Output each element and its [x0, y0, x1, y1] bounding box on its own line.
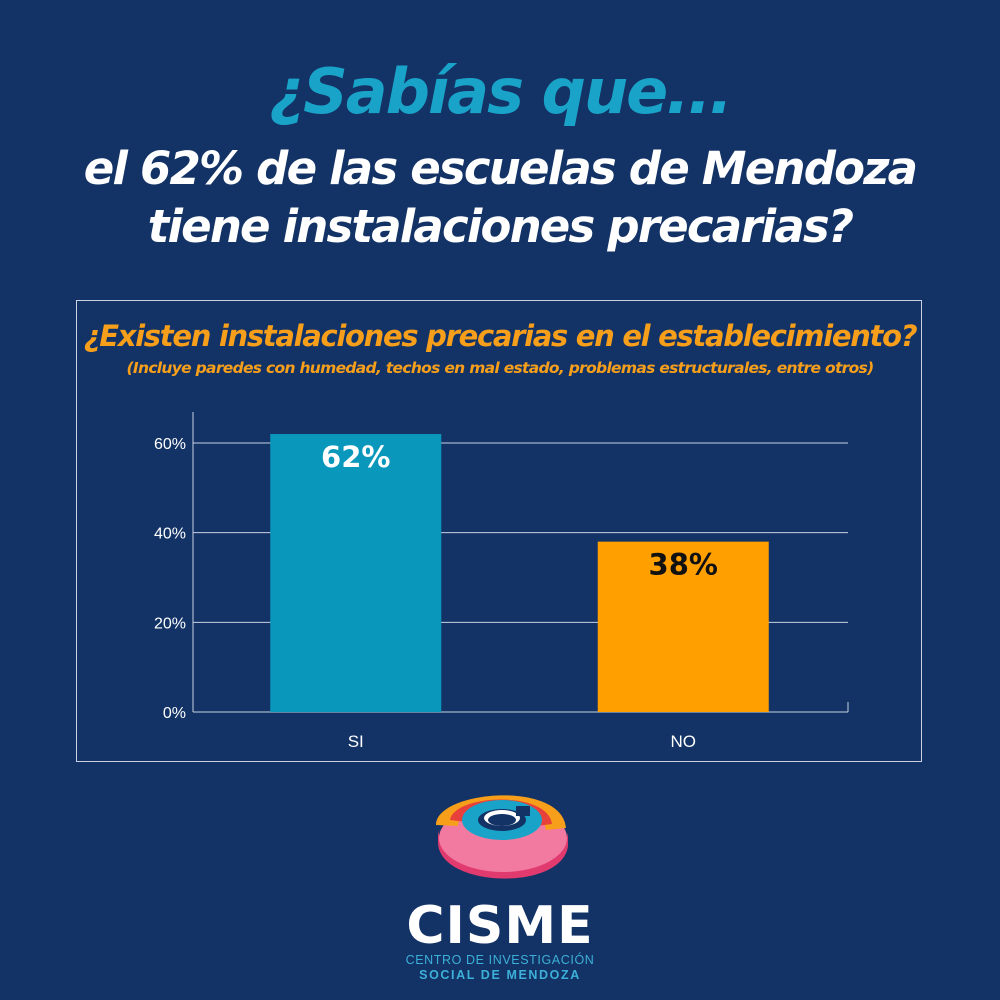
- headline-question: ¿Sabías que...: [269, 55, 733, 128]
- headline-line-2: tiene instalaciones precarias?: [147, 200, 854, 253]
- data-label: 62%: [321, 440, 390, 474]
- cisme-logo: [420, 780, 580, 890]
- y-tick-label: 40%: [154, 526, 186, 543]
- chart-subtitle: (Incluye paredes con humedad, techos en …: [126, 359, 875, 377]
- bar-si: [270, 434, 442, 712]
- chart-panel: [76, 300, 922, 762]
- y-tick-label: 0%: [163, 705, 186, 722]
- headline-statement: el 62% de las escuelas de Mendoza tiene …: [0, 140, 1000, 256]
- x-tick-label: SI: [348, 732, 364, 751]
- logo-tagline-1: CENTRO DE INVESTIGACIÓN: [405, 953, 595, 967]
- headline-line-1: el 62% de las escuelas de Mendoza: [83, 142, 918, 195]
- data-label: 38%: [649, 548, 718, 582]
- y-tick-label: 60%: [154, 436, 186, 453]
- logo-tagline-2: SOCIAL DE MENDOZA: [419, 968, 581, 982]
- y-tick-label: 20%: [154, 615, 186, 632]
- cisme-logo-icon: [436, 795, 568, 879]
- bar-no: [597, 541, 769, 712]
- chart-title: ¿Existen instalaciones precarias en el e…: [83, 319, 918, 353]
- x-tick-label: NO: [671, 732, 697, 751]
- logo-name: CISME: [406, 896, 594, 956]
